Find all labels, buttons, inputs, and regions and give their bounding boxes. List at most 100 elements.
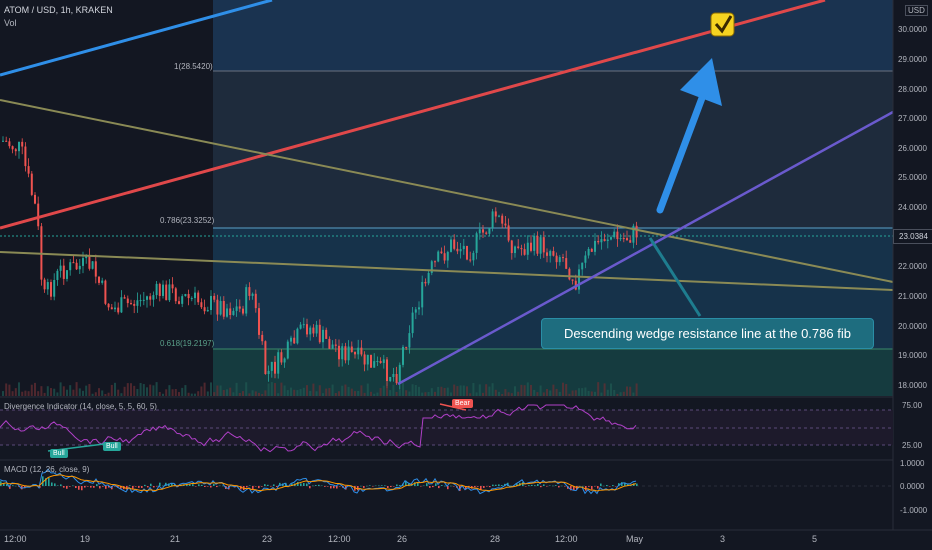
macd-histogram-bar (543, 484, 545, 486)
olive-lower-line[interactable] (0, 251, 894, 291)
volume-label[interactable]: Vol (4, 18, 17, 28)
macd-histogram-bar (81, 486, 83, 491)
fib-zone-upper (213, 71, 893, 228)
candle-body (30, 173, 33, 195)
candle-body (626, 238, 628, 241)
candle-body (558, 257, 561, 263)
macd-histogram-bar (18, 486, 20, 487)
macd-histogram-bar (189, 484, 191, 486)
volume-bar (104, 393, 107, 396)
candle-body (456, 248, 459, 252)
candle-body (299, 324, 302, 329)
volume-bar (82, 390, 84, 396)
volume-bar (622, 391, 625, 396)
macd-histogram-bar (336, 486, 338, 489)
candle-body (466, 245, 468, 260)
volume-bar (226, 389, 228, 396)
volume-bar (88, 384, 91, 396)
symbol-title[interactable]: ATOM / USD, 1h, KRAKEN (4, 5, 113, 15)
volume-bar (347, 386, 350, 396)
volume-bar (267, 383, 270, 396)
macd-histogram-bar (156, 486, 158, 487)
volume-bar (430, 388, 433, 396)
candle-body (235, 306, 238, 311)
candle-body (187, 294, 190, 299)
volume-bar (373, 393, 376, 396)
volume-series (2, 382, 638, 396)
macd-histogram-bar (144, 484, 146, 486)
macd-histogram-bar (333, 486, 335, 489)
candle-body (88, 255, 91, 269)
volume-bar (360, 385, 363, 396)
volume-bar (158, 391, 161, 396)
volume-bar (62, 386, 65, 396)
macd-histogram-bar (444, 485, 446, 487)
candle-body (459, 249, 462, 252)
candle-body (104, 280, 107, 304)
macd-histogram-bar (627, 484, 629, 486)
macd-histogram-bar (381, 485, 383, 486)
rsi-axis-25: 25.00 (902, 441, 923, 450)
volume-bar (418, 386, 420, 396)
purple-support-line[interactable] (397, 110, 894, 386)
candle-body (306, 324, 308, 335)
candle-body (510, 240, 513, 254)
candle-body (469, 259, 472, 261)
macd-histogram-bar (498, 484, 500, 486)
volume-bar (539, 385, 542, 396)
candle-body (34, 194, 36, 204)
volume-bar (232, 392, 235, 396)
candle-body (373, 361, 376, 368)
candle-body (258, 308, 260, 335)
candle-body (50, 282, 52, 297)
rsi-indicator-label[interactable]: Divergence Indicator (14, close, 5, 5, 6… (4, 402, 157, 411)
annotation-callout[interactable]: Descending wedge resistance line at the … (541, 318, 874, 349)
volume-bar (536, 392, 539, 396)
volume-bar (37, 391, 40, 396)
red-channel-line[interactable] (0, 0, 826, 230)
candle-body (264, 341, 267, 375)
volume-bar (328, 388, 331, 396)
volume-bar (411, 384, 414, 396)
macd-histogram-bar (495, 484, 497, 486)
volume-bar (530, 384, 532, 396)
volume-bar (517, 391, 520, 396)
macd-histogram-bar (447, 486, 449, 490)
macd-signal-line (0, 474, 637, 492)
macd-indicator-label[interactable]: MACD (12, 26, close, 9) (4, 465, 90, 474)
volume-bar (200, 386, 203, 396)
candle-body (162, 284, 164, 296)
macd-histogram-bar (453, 486, 455, 487)
candle-body (376, 361, 379, 363)
olive-resistance-line[interactable] (0, 99, 894, 283)
time-tick-label: 19 (80, 534, 91, 544)
blue-channel-line[interactable] (0, 0, 273, 77)
volume-bar (21, 391, 24, 396)
macd-histogram-bar (3, 483, 5, 486)
volume-bar (40, 386, 43, 396)
candle-body (232, 310, 235, 316)
candlestick-series (2, 136, 638, 390)
volume-bar (43, 392, 46, 396)
volume-bar (5, 383, 8, 396)
candle-body (130, 303, 132, 305)
candle-body (190, 298, 193, 300)
candle-body (635, 225, 638, 238)
candle-body (18, 141, 20, 152)
candle-body (229, 308, 232, 316)
candle-body (318, 324, 321, 343)
macd-histogram-bar (195, 486, 197, 487)
candle-body (546, 252, 548, 256)
candle-body (216, 299, 219, 315)
macd-histogram-bar (207, 486, 209, 487)
volume-bar (315, 391, 318, 396)
currency-label[interactable]: USD (905, 5, 928, 16)
candle-body (590, 248, 593, 252)
volume-bar (590, 391, 593, 396)
candle-body (453, 239, 456, 249)
volume-bar (66, 389, 68, 396)
candle-body (21, 141, 24, 147)
volume-bar (466, 386, 468, 396)
candle-body (120, 297, 123, 313)
